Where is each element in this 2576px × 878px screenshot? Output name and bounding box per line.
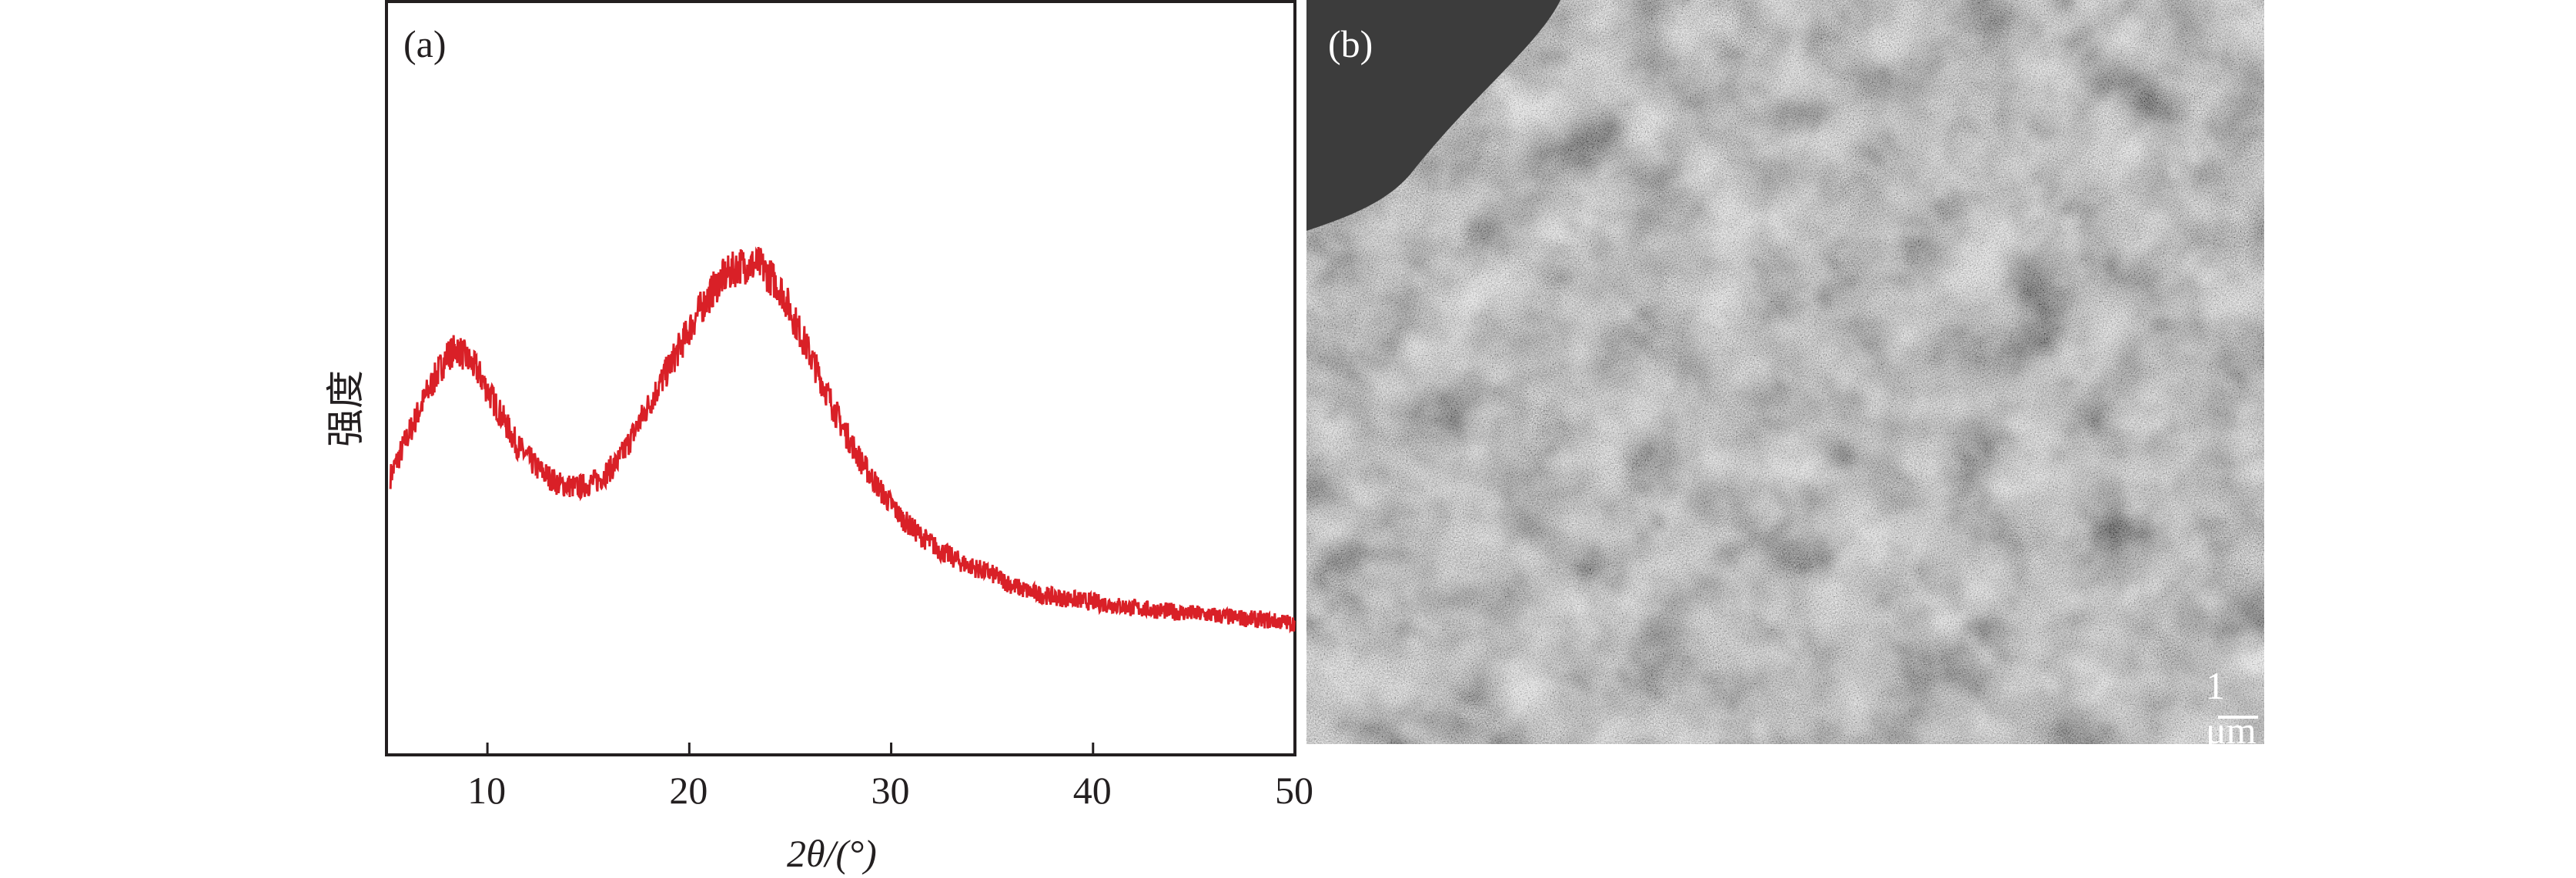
scale-bar (2218, 716, 2258, 719)
x-tick-label: 40 (1072, 769, 1112, 812)
x-tick-label: 50 (1275, 769, 1313, 812)
xrd-chart (385, 0, 1296, 756)
scale-bar-label: 1 μm (2206, 664, 2257, 752)
plot-frame (385, 0, 1296, 756)
xrd-series-line (389, 246, 1296, 634)
y-axis-label: 强度 (324, 370, 367, 447)
x-axis-label: 2θ/(°) (787, 832, 877, 875)
sem-image: (b) 1 μm (1306, 0, 2264, 752)
x-tick-label: 20 (669, 769, 708, 812)
panel-label-a: (a) (403, 22, 447, 65)
sem-micrograph (1306, 0, 2264, 744)
sem-background-region (1306, 0, 1561, 231)
x-tick-label: 30 (871, 769, 910, 812)
panel-label-b: (b) (1328, 22, 1373, 65)
x-tick-label: 10 (467, 769, 507, 812)
